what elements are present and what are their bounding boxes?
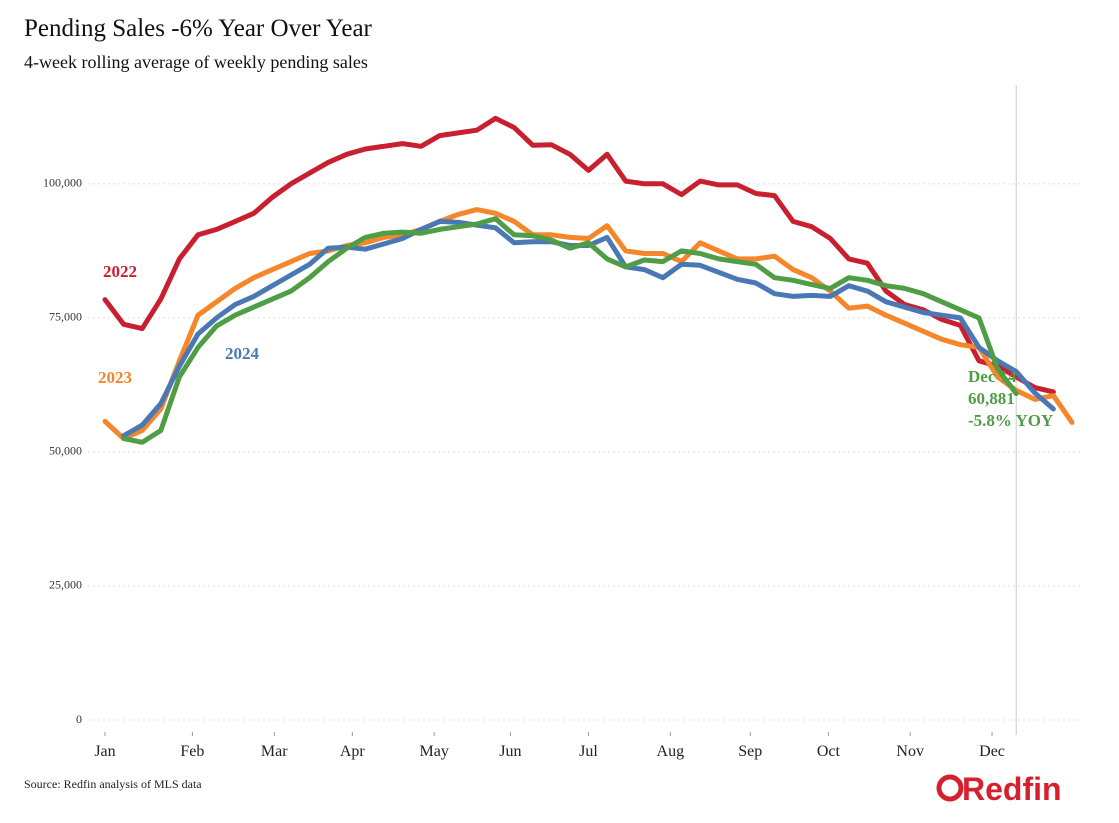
- source: Source: Redfin analysis of MLS data: [24, 777, 202, 791]
- annotation: -5.8% YOY: [968, 411, 1053, 430]
- logo-icon: [936, 774, 964, 802]
- x-tick-label: Nov: [896, 743, 924, 760]
- x-tick-label: May: [419, 743, 448, 760]
- x-tick-label: Apr: [340, 743, 366, 760]
- y-tick-label: 50,000: [49, 444, 82, 458]
- x-tick-label: Jan: [94, 743, 115, 760]
- y-tick-label: 75,000: [49, 310, 82, 324]
- series-line: [102, 115, 1056, 395]
- chart-title: Pending Sales -6% Year Over Year: [24, 15, 373, 42]
- x-tick-label: Feb: [180, 743, 204, 760]
- x-tick-label: Aug: [657, 743, 685, 760]
- x-tick-label: Dec: [979, 743, 1005, 760]
- series-line: [102, 207, 1075, 441]
- y-tick-label: 100,000: [43, 176, 82, 190]
- y-tick-label: 25,000: [49, 578, 82, 592]
- annotation: Dec 14: [968, 367, 1017, 386]
- brand: Redfin: [962, 771, 1062, 807]
- annotation: 60,881: [968, 389, 1015, 408]
- x-tick-label: Sep: [738, 743, 762, 760]
- series-label: 2023: [98, 368, 132, 387]
- series-label: 2022: [103, 262, 137, 281]
- x-tick-label: Jul: [579, 743, 598, 760]
- x-tick-label: Jun: [499, 743, 521, 760]
- chart-subtitle: 4-week rolling average of weekly pending…: [24, 52, 368, 72]
- x-tick-label: Oct: [817, 743, 841, 760]
- series-line: [121, 216, 1019, 445]
- series-label: 2024: [225, 344, 260, 363]
- x-tick-label: Mar: [261, 743, 288, 760]
- y-tick-label: 0: [76, 712, 82, 726]
